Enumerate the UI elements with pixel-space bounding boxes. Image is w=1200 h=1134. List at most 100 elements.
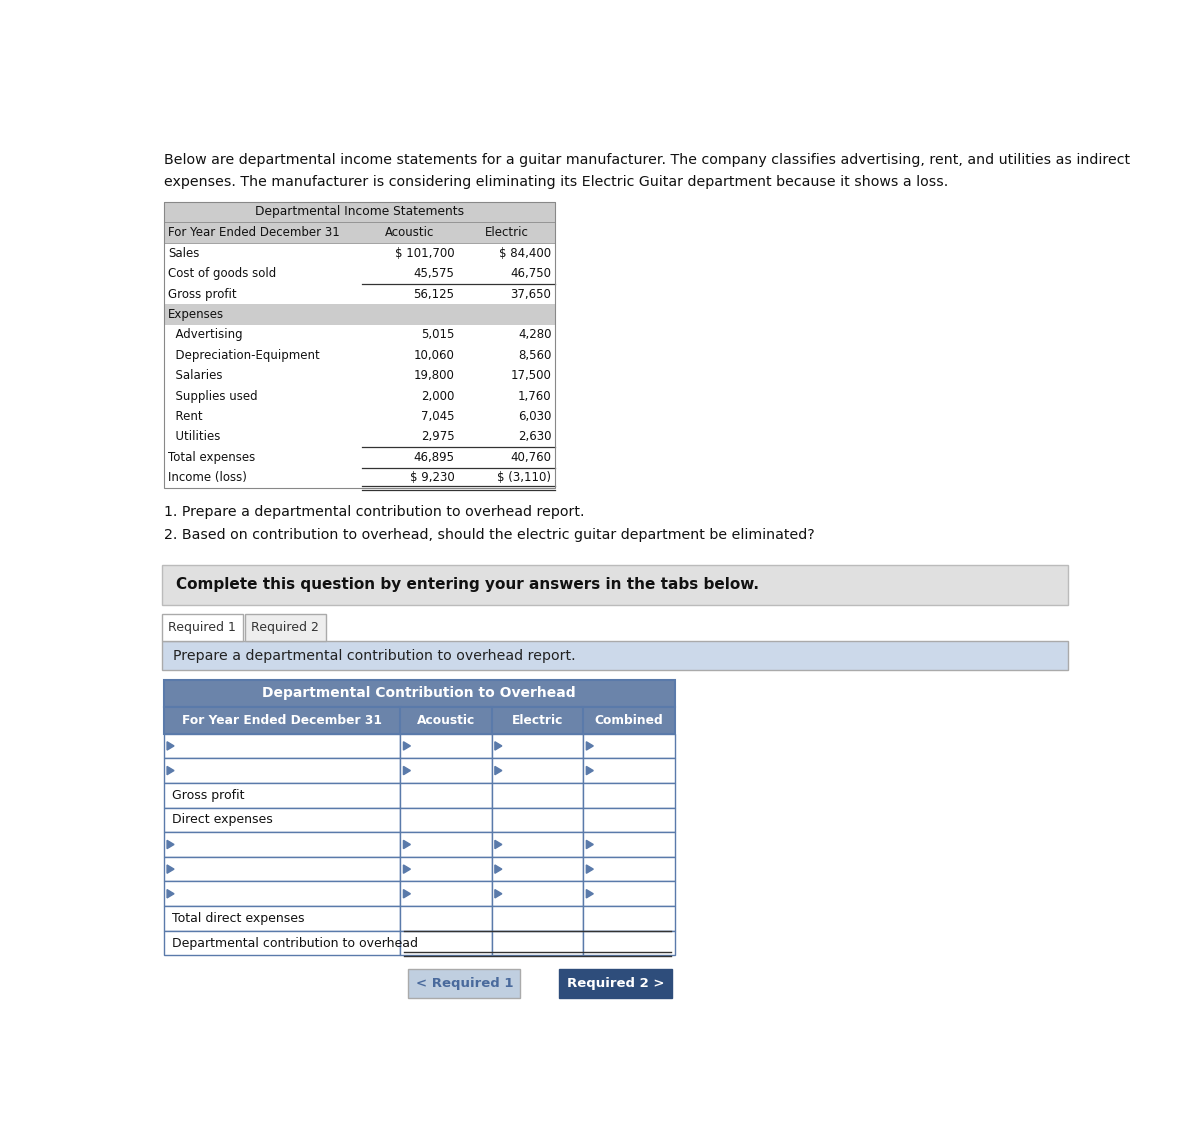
Text: 4,280: 4,280 [518,329,552,341]
Bar [401,782,492,807]
Text: 2,000: 2,000 [421,390,455,403]
Bar [164,406,556,426]
Polygon shape [403,840,410,848]
Text: $ 84,400: $ 84,400 [499,247,552,260]
Bar [401,734,492,759]
Text: 40,760: 40,760 [510,451,552,464]
Polygon shape [587,889,593,898]
Polygon shape [494,742,502,750]
Text: Total expenses: Total expenses [168,451,256,464]
Bar [164,679,674,706]
Polygon shape [167,742,174,750]
Text: 56,125: 56,125 [414,288,455,301]
Text: Rent: Rent [168,411,203,423]
Bar [164,857,401,881]
Bar [401,906,492,931]
Text: $ 101,700: $ 101,700 [395,247,455,260]
Bar [164,222,556,243]
Text: Departmental Contribution to Overhead: Departmental Contribution to Overhead [263,686,576,700]
Text: 6,030: 6,030 [518,411,552,423]
Text: 2. Based on contribution to overhead, should the electric guitar department be e: 2. Based on contribution to overhead, sh… [164,528,815,542]
Bar [492,832,583,857]
Text: Acoustic: Acoustic [385,226,434,239]
Bar [164,263,556,284]
Bar [164,931,401,955]
Text: Prepare a departmental contribution to overhead report.: Prepare a departmental contribution to o… [173,649,576,663]
Bar [492,906,583,931]
Bar [583,807,674,832]
Polygon shape [403,767,410,775]
Bar [164,447,556,467]
Text: Salaries: Salaries [168,370,222,382]
Text: Electric: Electric [512,713,563,727]
Polygon shape [494,767,502,775]
Bar [583,832,674,857]
Text: 2,630: 2,630 [518,431,552,443]
Bar [559,970,672,998]
Polygon shape [167,840,174,848]
Bar [164,782,401,807]
Bar [164,386,556,406]
Polygon shape [403,889,410,898]
Text: Departmental contribution to overhead: Departmental contribution to overhead [172,937,418,949]
Text: Advertising: Advertising [168,329,242,341]
Bar [583,782,674,807]
Bar [164,467,556,488]
Bar [164,365,556,386]
Bar [492,807,583,832]
Text: 2,975: 2,975 [421,431,455,443]
Bar [164,243,556,263]
Text: Utilities: Utilities [168,431,221,443]
Text: Required 1: Required 1 [168,621,236,634]
Text: Complete this question by entering your answers in the tabs below.: Complete this question by entering your … [175,577,758,592]
Text: 1. Prepare a departmental contribution to overhead report.: 1. Prepare a departmental contribution t… [164,505,584,519]
Text: Gross profit: Gross profit [172,789,245,802]
Bar [401,881,492,906]
Text: $ (3,110): $ (3,110) [498,472,552,484]
Bar [401,832,492,857]
Polygon shape [494,865,502,873]
Text: Depreciation-Equipment: Depreciation-Equipment [168,349,319,362]
Bar [583,881,674,906]
Polygon shape [587,840,593,848]
Text: 19,800: 19,800 [414,370,455,382]
Bar [162,615,242,641]
Text: 1,760: 1,760 [518,390,552,403]
Bar [583,857,674,881]
Bar [583,931,674,955]
Text: 46,750: 46,750 [510,268,552,280]
Polygon shape [167,889,174,898]
Text: Required 2 >: Required 2 > [566,978,664,990]
Text: Acoustic: Acoustic [416,713,475,727]
Bar [245,615,326,641]
Text: $ 9,230: $ 9,230 [410,472,455,484]
Polygon shape [587,767,593,775]
Bar [492,782,583,807]
Text: < Required 1: < Required 1 [415,978,514,990]
Text: Expenses: Expenses [168,308,224,321]
Bar [164,832,401,857]
Text: 8,560: 8,560 [518,349,552,362]
Bar [492,734,583,759]
Text: Below are departmental income statements for a guitar manufacturer. The company : Below are departmental income statements… [164,153,1130,167]
Bar [164,284,556,304]
Bar [583,906,674,931]
Polygon shape [167,767,174,775]
Text: Cost of goods sold: Cost of goods sold [168,268,276,280]
Bar [164,906,401,931]
Bar [492,881,583,906]
Text: 17,500: 17,500 [510,370,552,382]
Bar [492,857,583,881]
Text: Departmental Income Statements: Departmental Income Statements [256,205,464,219]
Polygon shape [403,742,410,750]
Text: For Year Ended December 31: For Year Ended December 31 [168,226,340,239]
Polygon shape [494,840,502,848]
Bar [164,881,401,906]
Text: 46,895: 46,895 [414,451,455,464]
Bar [162,565,1068,606]
Text: 10,060: 10,060 [414,349,455,362]
Bar [401,759,492,782]
Bar [162,641,1068,670]
Text: Gross profit: Gross profit [168,288,236,301]
Bar [401,857,492,881]
